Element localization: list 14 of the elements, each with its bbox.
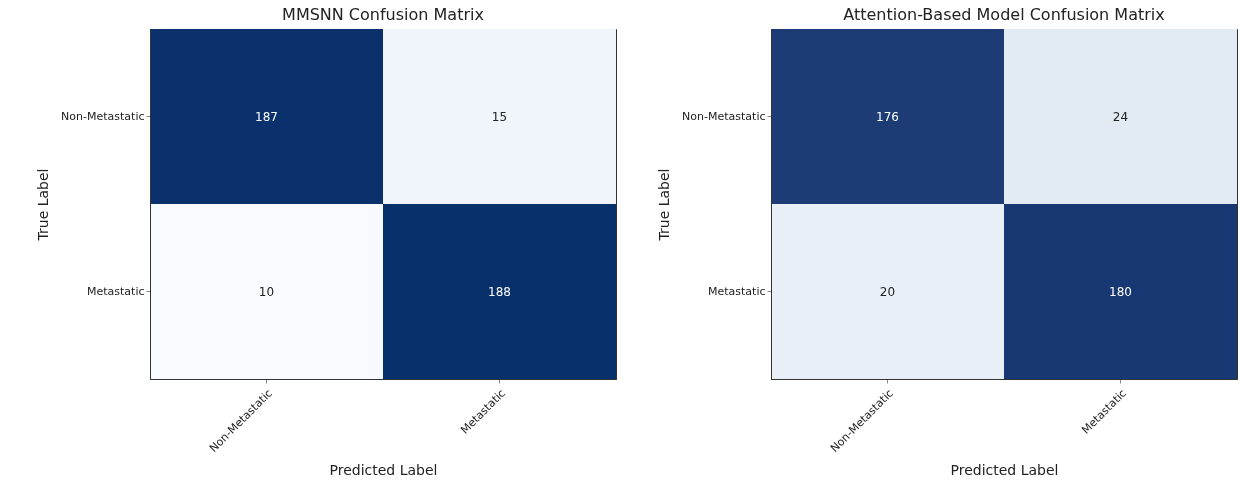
- y-axis-title: True Label: [35, 168, 52, 242]
- x-axis-title: Predicted Label: [950, 462, 1059, 479]
- data-label: 20: [879, 284, 896, 299]
- data-label: 187: [255, 109, 278, 124]
- x-axis-title: Predicted Label: [329, 462, 438, 479]
- data-label: 188: [488, 284, 511, 299]
- chart-title: Attention-Based Model Confusion Matrix: [843, 5, 1165, 24]
- y-axis-title: True Label: [656, 168, 673, 242]
- data-label: 15: [491, 109, 508, 124]
- chart-title: MMSNN Confusion Matrix: [282, 5, 484, 24]
- data-label: 180: [1109, 284, 1132, 299]
- data-label: 24: [1112, 109, 1129, 124]
- data-label: 176: [876, 109, 899, 124]
- data-label: 10: [258, 284, 275, 299]
